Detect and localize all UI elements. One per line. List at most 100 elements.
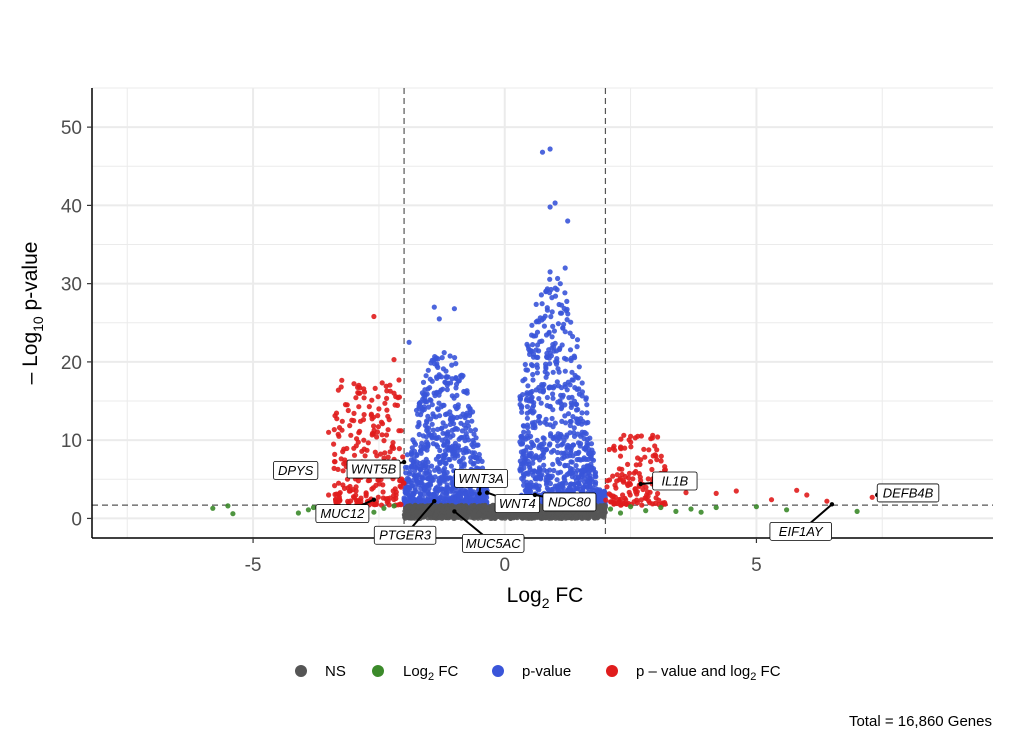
point-fc_p [344,402,350,408]
point-p [529,398,535,404]
point-fc_p [371,313,377,320]
point-p [563,420,569,426]
point-fc_p [655,434,661,440]
point-fc_p [638,497,644,503]
point-p [440,475,446,481]
point-p [552,285,558,291]
point-p [549,295,555,301]
point-p [566,470,572,476]
gene-label-anchor [829,502,835,507]
point-p [578,457,584,463]
point-p [425,404,432,410]
point-fc_p [869,494,875,500]
point-fc_p [618,502,624,508]
point-fc_p [351,381,357,387]
point-p [550,461,556,467]
point-fc_p [345,407,351,414]
point-fc_p [351,410,357,416]
point-p [581,436,587,442]
point-fc_p [401,480,407,486]
point-p [547,467,553,473]
point-ns [511,514,517,520]
gene-label-anchor [477,491,482,496]
point-ns [484,506,490,512]
gene-label-muc12: MUC12 [320,506,365,521]
point-fc_p [374,429,381,435]
point-fc [210,505,216,511]
point-fc_p [621,432,627,438]
gene-label-box [542,492,597,512]
point-p [524,341,530,347]
point-p [424,418,430,424]
point-p [567,422,573,429]
point-p [544,394,551,401]
point-p [427,473,434,479]
point-p [425,441,431,447]
point-fc [310,504,317,511]
point-p [564,453,570,459]
point-p [565,311,571,317]
point-fc_p [357,418,364,424]
point-p [547,146,553,152]
point-fc_p [627,492,633,498]
point-fc_p [610,473,616,479]
point-p [422,387,428,393]
gene-label-ptger3: PTGER3 [379,528,432,543]
point-p [550,385,557,391]
point-p [468,459,474,465]
point-p [432,467,438,473]
point-p [568,357,574,364]
point-fc [713,504,719,511]
point-fc_p [380,489,386,495]
point-p [539,149,546,155]
point-fc_p [384,407,390,413]
point-p [401,498,408,505]
point-ns [488,515,494,522]
point-fc_p [623,501,630,507]
point-fc_p [369,486,375,492]
point-p [555,449,561,456]
point-p [452,448,458,454]
point-p [574,419,580,425]
point-p [437,495,443,501]
point-p [540,451,546,457]
point-p [571,425,577,431]
x-tick-label: -5 [245,555,262,576]
point-fc_p [363,491,369,497]
point-ns [466,508,472,514]
point-fc_p [382,450,388,456]
gene-label-anchor [532,492,538,498]
point-p [541,323,548,329]
point-p [463,449,469,455]
point-p [529,420,536,426]
point-fc_p [382,400,388,406]
point-fc_p [353,395,359,401]
point-p [528,348,534,354]
point-p [438,459,444,465]
point-p [558,484,564,490]
point-fc [628,504,634,510]
point-p [403,470,409,476]
point-p [536,465,543,471]
point-p [470,454,476,460]
point-fc_p [331,459,338,465]
point-fc_p [341,461,347,467]
point-p [562,368,568,374]
y-tick-label: 40 [61,196,82,217]
point-p [557,281,563,287]
point-p [568,418,574,425]
point-p [458,434,465,441]
point-p [579,380,585,386]
point-p [573,463,579,469]
point-p [416,431,422,438]
point-p [521,478,527,484]
point-fc_p [642,454,648,460]
point-fc_p [395,395,401,401]
point-ns [445,509,451,515]
point-p [521,435,527,441]
point-p [457,490,463,496]
point-p [452,355,458,361]
point-p [450,432,456,438]
point-fc_p [355,439,361,445]
point-fc_p [336,425,343,431]
